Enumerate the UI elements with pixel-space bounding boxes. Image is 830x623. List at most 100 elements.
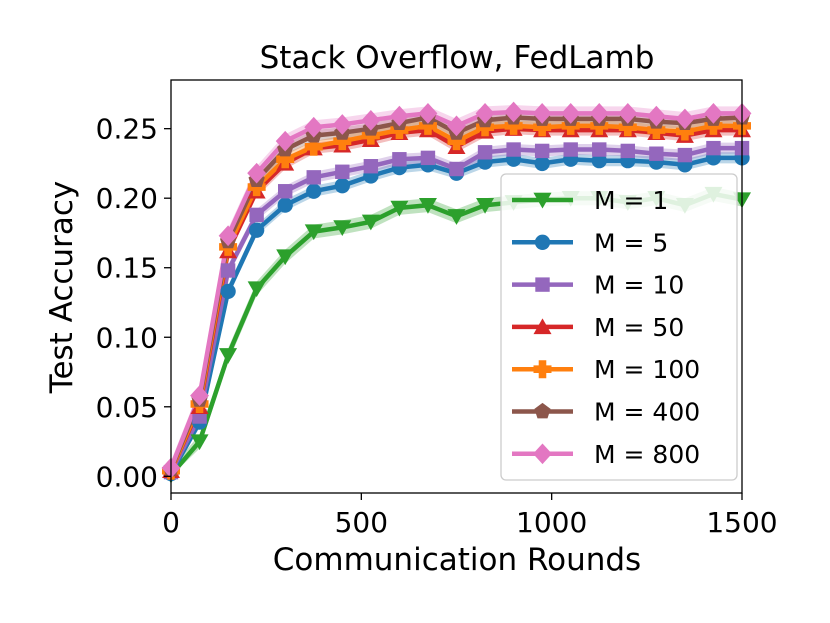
- y-tick-label: 0.10: [96, 321, 158, 354]
- point-m1: [304, 224, 323, 241]
- point-m10: [477, 145, 493, 160]
- x-tick-label: 1500: [706, 506, 777, 539]
- legend-marker-m400: [534, 402, 551, 419]
- legend-label-m5: M = 5: [594, 228, 668, 257]
- point-m10: [534, 143, 550, 159]
- legend-marker-m100: [533, 360, 552, 379]
- point-m5: [591, 153, 607, 169]
- point-m10: [506, 142, 521, 157]
- legend-marker-m1: [533, 192, 552, 209]
- x-tick-label: 500: [335, 506, 388, 539]
- point-m1: [190, 434, 209, 451]
- point-m800: [304, 116, 324, 138]
- point-m100: [675, 122, 694, 141]
- point-m10: [677, 147, 693, 163]
- legend-label-m400: M = 400: [594, 398, 700, 427]
- point-m100: [276, 150, 295, 169]
- point-m10: [392, 152, 407, 167]
- point-m100: [533, 118, 552, 137]
- point-m10: [563, 142, 578, 157]
- legend-label-m800: M = 800: [594, 440, 700, 469]
- point-m10: [306, 170, 321, 185]
- point-m1: [219, 348, 238, 364]
- point-m800: [561, 103, 581, 124]
- point-m10: [449, 161, 464, 177]
- point-m10: [420, 150, 436, 166]
- point-m100: [333, 132, 352, 151]
- point-m10: [278, 184, 293, 199]
- legend-label-m1: M = 1: [594, 186, 668, 215]
- point-m1: [276, 249, 295, 266]
- point-m800: [447, 115, 466, 137]
- point-m10: [706, 140, 721, 156]
- legend-marker-m10: [535, 277, 550, 292]
- point-m100: [647, 121, 666, 140]
- point-m100: [390, 121, 409, 140]
- point-m10: [592, 142, 607, 157]
- legend-frame: [500, 173, 738, 481]
- point-m100: [476, 118, 495, 137]
- y-tick-label: 0.15: [96, 252, 158, 285]
- point-m800: [332, 114, 352, 135]
- point-m800: [389, 105, 409, 127]
- legend-label-m10: M = 10: [594, 271, 684, 300]
- point-m10: [335, 164, 350, 179]
- point-m1: [333, 220, 352, 236]
- point-m10: [363, 159, 379, 174]
- point-m1: [447, 209, 466, 225]
- point-m800: [532, 103, 552, 124]
- point-m800: [618, 103, 638, 124]
- point-m800: [247, 162, 267, 184]
- point-m800: [504, 101, 524, 123]
- point-m10: [649, 146, 664, 161]
- point-m800: [190, 385, 209, 407]
- point-m100: [447, 132, 466, 151]
- point-m800: [275, 130, 295, 152]
- point-m800: [475, 103, 495, 124]
- point-m100: [418, 116, 437, 135]
- x-axis-ticks: 0 500 1000 1500: [162, 493, 778, 539]
- point-m800: [361, 109, 381, 131]
- x-tick-label: 0: [162, 506, 180, 539]
- plot-frame: [170, 79, 743, 494]
- y-tick-label: 0.00: [96, 460, 158, 493]
- y-axis-ticks: 0.00 0.05 0.10 0.15 0.20 0.25: [96, 113, 171, 493]
- point-m5: [249, 222, 265, 238]
- point-m800: [646, 105, 666, 127]
- point-m1: [418, 197, 437, 214]
- point-m5: [534, 155, 550, 172]
- x-tick-label: 1000: [516, 506, 587, 539]
- point-m1: [390, 200, 409, 217]
- point-m10: [620, 143, 635, 159]
- point-m800: [675, 108, 695, 130]
- legend: M = 1 M = 5 M = 10 M = 50 M = 100 M = 400 M = …: [500, 173, 738, 481]
- point-m800: [704, 103, 723, 124]
- point-m10: [220, 263, 236, 278]
- chart-title: Stack Overflow, FedLamb: [260, 40, 655, 76]
- point-m1: [247, 281, 266, 298]
- point-m800: [218, 225, 238, 247]
- x-axis-label: Communication Rounds: [273, 542, 641, 578]
- y-axis-label: Test Accuracy: [44, 181, 80, 394]
- point-m100: [504, 116, 523, 135]
- legend-marker-m50: [533, 318, 552, 335]
- point-m100: [247, 178, 266, 197]
- point-m5: [277, 197, 293, 213]
- point-m800: [589, 103, 609, 124]
- point-m5: [220, 283, 236, 300]
- point-m5: [306, 183, 322, 199]
- y-tick-label: 0.25: [96, 113, 158, 146]
- legend-marker-m800: [533, 443, 552, 465]
- point-m100: [361, 126, 380, 145]
- point-m100: [618, 118, 637, 137]
- point-m1: [361, 214, 380, 231]
- legend-label-m100: M = 100: [594, 355, 700, 384]
- point-m100: [304, 137, 323, 156]
- legend-marker-m5: [534, 234, 551, 250]
- point-m800: [418, 103, 438, 124]
- legend-label-m50: M = 50: [594, 313, 684, 342]
- point-m10: [249, 207, 264, 223]
- point-m5: [334, 178, 350, 194]
- y-tick-label: 0.20: [96, 182, 158, 215]
